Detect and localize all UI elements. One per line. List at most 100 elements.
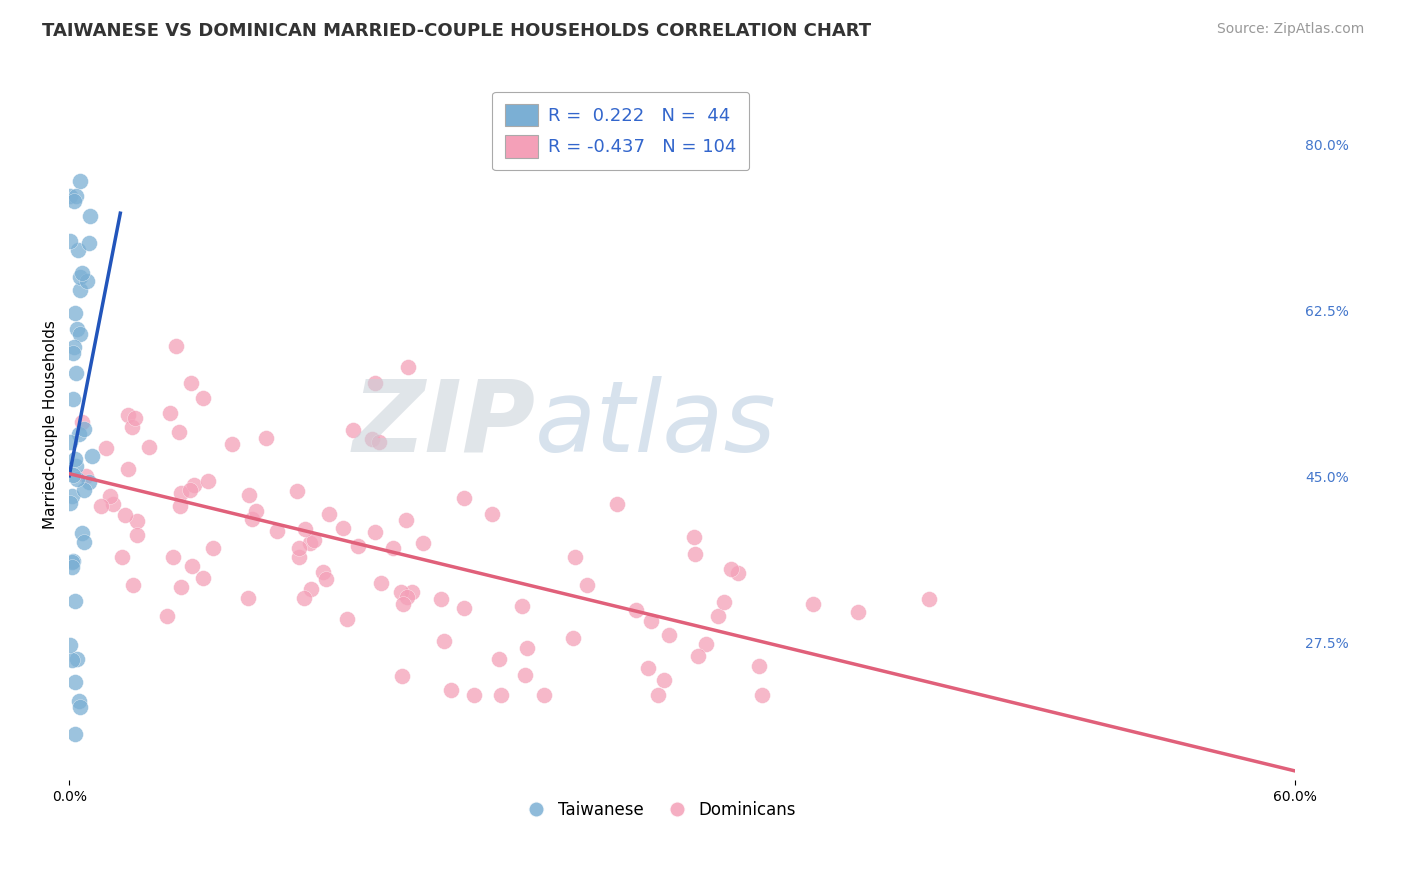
Point xyxy=(65,727,87,741)
Point xyxy=(489,688,512,702)
Point xyxy=(179,483,201,497)
Text: TAIWANESE VS DOMINICAN MARRIED-COUPLE HOUSEHOLDS CORRELATION CHART: TAIWANESE VS DOMINICAN MARRIED-COUPLE HO… xyxy=(42,22,872,40)
Point xyxy=(801,597,824,611)
Point xyxy=(62,392,84,407)
Point xyxy=(66,322,89,336)
Point xyxy=(363,524,385,539)
Point xyxy=(63,306,86,320)
Point xyxy=(254,431,277,445)
Point xyxy=(647,688,669,702)
Point xyxy=(342,423,364,437)
Point xyxy=(707,609,730,624)
Point xyxy=(170,580,193,594)
Point xyxy=(69,700,91,714)
Point xyxy=(395,591,418,605)
Point xyxy=(197,474,219,488)
Point xyxy=(412,536,434,550)
Point xyxy=(181,558,204,573)
Point xyxy=(69,174,91,188)
Point xyxy=(292,591,315,605)
Point xyxy=(361,432,384,446)
Point xyxy=(391,597,413,611)
Point xyxy=(60,560,83,574)
Point xyxy=(69,283,91,297)
Point xyxy=(683,530,706,544)
Point xyxy=(751,688,773,702)
Point xyxy=(65,367,87,381)
Point xyxy=(117,408,139,422)
Point xyxy=(170,486,193,500)
Point xyxy=(302,533,325,547)
Point xyxy=(94,441,117,455)
Text: Source: ZipAtlas.com: Source: ZipAtlas.com xyxy=(1216,22,1364,37)
Point xyxy=(401,585,423,599)
Point xyxy=(318,507,340,521)
Point xyxy=(63,451,86,466)
Point xyxy=(606,497,628,511)
Y-axis label: Married-couple Households: Married-couple Households xyxy=(44,320,58,529)
Point xyxy=(433,633,456,648)
Point xyxy=(159,406,181,420)
Point xyxy=(65,471,87,485)
Point xyxy=(70,415,93,429)
Point xyxy=(315,572,337,586)
Point xyxy=(695,637,717,651)
Point xyxy=(336,612,359,626)
Point xyxy=(312,565,335,579)
Point xyxy=(266,524,288,538)
Point xyxy=(80,449,103,463)
Point xyxy=(453,601,475,615)
Point xyxy=(69,326,91,341)
Point xyxy=(69,270,91,285)
Point xyxy=(63,194,86,209)
Point xyxy=(70,526,93,541)
Point xyxy=(60,555,83,569)
Point xyxy=(396,359,419,374)
Point xyxy=(65,675,87,690)
Point xyxy=(191,571,214,585)
Point xyxy=(65,652,87,666)
Point xyxy=(90,499,112,513)
Point xyxy=(533,688,555,702)
Point xyxy=(59,188,82,202)
Point xyxy=(686,649,709,664)
Point xyxy=(713,595,735,609)
Point xyxy=(430,592,453,607)
Point xyxy=(125,528,148,542)
Point xyxy=(62,346,84,360)
Point xyxy=(299,536,322,550)
Point xyxy=(347,539,370,553)
Point xyxy=(76,274,98,288)
Point xyxy=(193,391,215,405)
Point xyxy=(463,688,485,702)
Point xyxy=(162,550,184,565)
Point xyxy=(165,339,187,353)
Point xyxy=(62,554,84,568)
Point xyxy=(637,661,659,675)
Point xyxy=(73,483,96,498)
Point xyxy=(124,410,146,425)
Text: atlas: atlas xyxy=(536,376,776,473)
Point xyxy=(114,508,136,523)
Point xyxy=(720,562,742,576)
Point xyxy=(167,425,190,440)
Point xyxy=(65,458,87,473)
Legend: Taiwanese, Dominicans: Taiwanese, Dominicans xyxy=(513,794,803,825)
Point xyxy=(683,547,706,561)
Point xyxy=(125,514,148,528)
Point xyxy=(370,575,392,590)
Point xyxy=(245,504,267,518)
Point xyxy=(75,469,97,483)
Point xyxy=(363,376,385,390)
Point xyxy=(138,441,160,455)
Point xyxy=(156,608,179,623)
Point xyxy=(79,209,101,223)
Point xyxy=(169,499,191,513)
Point xyxy=(748,659,770,673)
Point xyxy=(183,478,205,492)
Point xyxy=(285,484,308,499)
Point xyxy=(481,508,503,522)
Point xyxy=(238,488,260,502)
Text: ZIP: ZIP xyxy=(352,376,536,473)
Point xyxy=(236,591,259,605)
